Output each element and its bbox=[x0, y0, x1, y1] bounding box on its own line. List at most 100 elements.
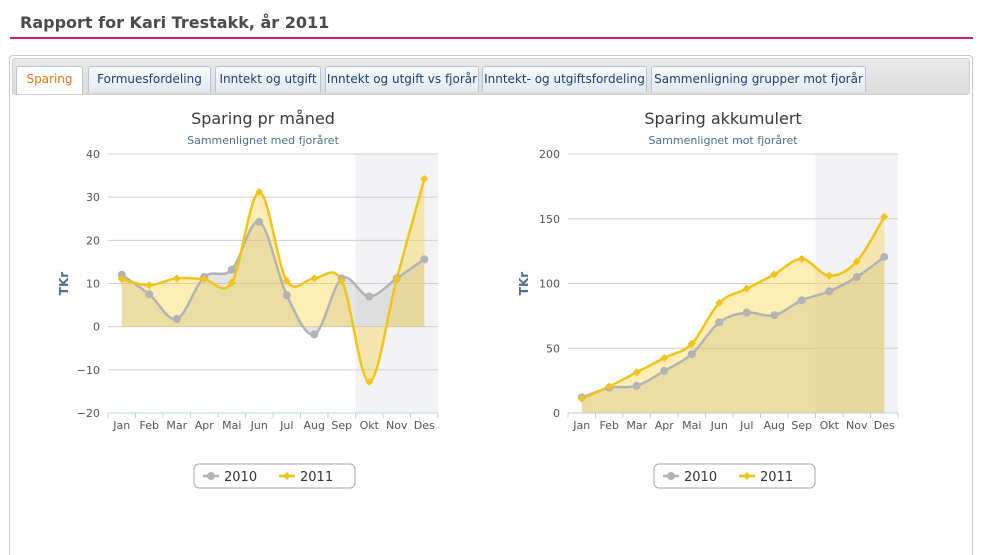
data-point-2011[interactable] bbox=[797, 254, 806, 263]
data-point-2011[interactable] bbox=[420, 175, 429, 184]
chart-legend: 2010 2011 bbox=[653, 463, 816, 489]
data-point-2011[interactable] bbox=[117, 275, 126, 284]
data-point-2010[interactable] bbox=[660, 366, 669, 375]
legend-label-2010[interactable]: 2010 bbox=[224, 470, 257, 485]
data-point-2010[interactable] bbox=[880, 252, 889, 261]
chart-title: Sparing pr måned bbox=[191, 109, 335, 128]
chart-sparing-akkumulert: Sparing akkumulert Sammenlignet mot fjorå… bbox=[517, 109, 899, 489]
legend-box bbox=[193, 463, 356, 489]
x-tick-label: Des bbox=[874, 419, 895, 432]
data-point-2011[interactable] bbox=[715, 298, 724, 307]
data-point-2011[interactable] bbox=[337, 276, 346, 285]
tab-formuesfordeling[interactable]: Formuesfordeling bbox=[88, 66, 211, 92]
x-tick-label: Apr bbox=[195, 419, 215, 432]
data-point-2011[interactable] bbox=[852, 257, 861, 266]
chart-legend: 2010 2011 bbox=[193, 463, 356, 489]
tab-inntekt-og-utgiftsfordeling[interactable]: Inntekt- og utgiftsfordeling bbox=[482, 66, 647, 92]
data-point-2011[interactable] bbox=[660, 353, 669, 362]
series-2010-area bbox=[581, 257, 885, 413]
data-point-2011[interactable] bbox=[365, 377, 374, 386]
x-tick-label: Sep bbox=[331, 419, 352, 432]
legend-marker bbox=[283, 472, 291, 480]
data-point-2010[interactable] bbox=[172, 314, 181, 323]
legend-marker bbox=[743, 472, 751, 480]
x-tick-label: Nov bbox=[386, 419, 408, 432]
data-point-2011[interactable] bbox=[577, 394, 586, 403]
legend-label-2011[interactable]: 2011 bbox=[760, 470, 793, 485]
x-tick-label: Aug bbox=[304, 419, 325, 432]
x-tick-label: Jun bbox=[710, 419, 728, 432]
x-tick-label: Des bbox=[414, 419, 435, 432]
x-tick-label: Okt bbox=[820, 419, 840, 432]
chart-sparing-pr-maned: Sparing pr måned Sammenlignet med fjoråre… bbox=[57, 109, 439, 489]
data-point-2010[interactable] bbox=[852, 273, 861, 282]
x-tick-label: Mai bbox=[682, 419, 701, 432]
data-point-2011[interactable] bbox=[200, 275, 209, 284]
data-point-2011[interactable] bbox=[742, 284, 751, 293]
y-axis-title: TKr bbox=[57, 272, 71, 295]
data-point-2010[interactable] bbox=[420, 255, 429, 264]
report-panel: Sparing Formuesfordeling Inntekt og utgi… bbox=[9, 55, 973, 555]
chart-subtitle: Sammenlignet med fjoråret bbox=[187, 134, 339, 147]
data-point-2010[interactable] bbox=[687, 350, 696, 359]
x-tick-label: Mar bbox=[166, 419, 187, 432]
tab-inntekt-og-utgift[interactable]: Inntekt og utgift bbox=[215, 66, 321, 92]
title-divider bbox=[10, 37, 973, 39]
data-point-2010[interactable] bbox=[255, 217, 264, 226]
x-tick-label: Okt bbox=[360, 419, 380, 432]
data-point-2011[interactable] bbox=[770, 270, 779, 279]
data-point-2010[interactable] bbox=[632, 381, 641, 390]
legend-label-2010[interactable]: 2010 bbox=[684, 470, 717, 485]
y-tick-label: −20 bbox=[77, 407, 100, 420]
tab-bar: Sparing Formuesfordeling Inntekt og utgi… bbox=[12, 58, 970, 95]
legend-marker bbox=[207, 472, 215, 480]
legend-marker bbox=[667, 472, 675, 480]
data-point-2011[interactable] bbox=[880, 212, 889, 221]
x-tick-label: Mai bbox=[222, 419, 241, 432]
data-point-2011[interactable] bbox=[687, 339, 696, 348]
x-tick-label: Jul bbox=[739, 419, 753, 432]
tab-sparing[interactable]: Sparing bbox=[16, 66, 83, 94]
y-tick-label: 150 bbox=[539, 213, 560, 226]
y-tick-label: 200 bbox=[539, 148, 560, 161]
data-point-2010[interactable] bbox=[117, 270, 126, 279]
y-tick-label: 10 bbox=[86, 278, 100, 291]
report-title: Rapport for Kari Trestakk, år 2011 bbox=[20, 13, 330, 32]
tab-sammenligning-grupper[interactable]: Sammenligning grupper mot fjorår bbox=[651, 66, 866, 92]
data-point-2011[interactable] bbox=[282, 276, 291, 285]
x-tick-label: Jun bbox=[250, 419, 268, 432]
x-tick-label: Feb bbox=[140, 419, 159, 432]
data-point-2010[interactable] bbox=[282, 291, 291, 300]
data-point-2011[interactable] bbox=[310, 274, 319, 283]
data-point-2010[interactable] bbox=[227, 265, 236, 274]
y-tick-label: 40 bbox=[86, 148, 100, 161]
series-2011-area bbox=[121, 179, 425, 382]
data-point-2010[interactable] bbox=[770, 311, 779, 320]
legend-label-2011[interactable]: 2011 bbox=[300, 470, 333, 485]
data-point-2011[interactable] bbox=[392, 274, 401, 283]
data-point-2011[interactable] bbox=[605, 382, 614, 391]
chart-title: Sparing akkumulert bbox=[644, 109, 801, 128]
x-tick-label: Jan bbox=[112, 419, 130, 432]
data-point-2010[interactable] bbox=[310, 330, 319, 339]
data-point-2011[interactable] bbox=[255, 187, 264, 196]
data-point-2010[interactable] bbox=[742, 308, 751, 317]
y-axis-title: TKr bbox=[517, 272, 531, 295]
data-point-2010[interactable] bbox=[825, 287, 834, 296]
data-point-2010[interactable] bbox=[797, 296, 806, 305]
x-tick-label: Apr bbox=[655, 419, 675, 432]
legend-box bbox=[653, 463, 816, 489]
data-point-2010[interactable] bbox=[145, 290, 154, 299]
y-tick-label: 0 bbox=[93, 321, 100, 334]
y-tick-label: 0 bbox=[553, 407, 560, 420]
x-tick-label: Aug bbox=[764, 419, 785, 432]
data-point-2011[interactable] bbox=[172, 274, 181, 283]
data-point-2010[interactable] bbox=[715, 318, 724, 327]
data-point-2010[interactable] bbox=[365, 292, 374, 301]
chart-subtitle: Sammenlignet mot fjoråret bbox=[648, 134, 798, 147]
data-point-2011[interactable] bbox=[227, 278, 236, 287]
data-point-2011[interactable] bbox=[632, 368, 641, 377]
tab-inntekt-og-utgift-vs-fjorar[interactable]: Inntekt og utgift vs fjorår bbox=[325, 66, 479, 92]
data-point-2011[interactable] bbox=[825, 271, 834, 280]
data-point-2011[interactable] bbox=[145, 281, 154, 290]
